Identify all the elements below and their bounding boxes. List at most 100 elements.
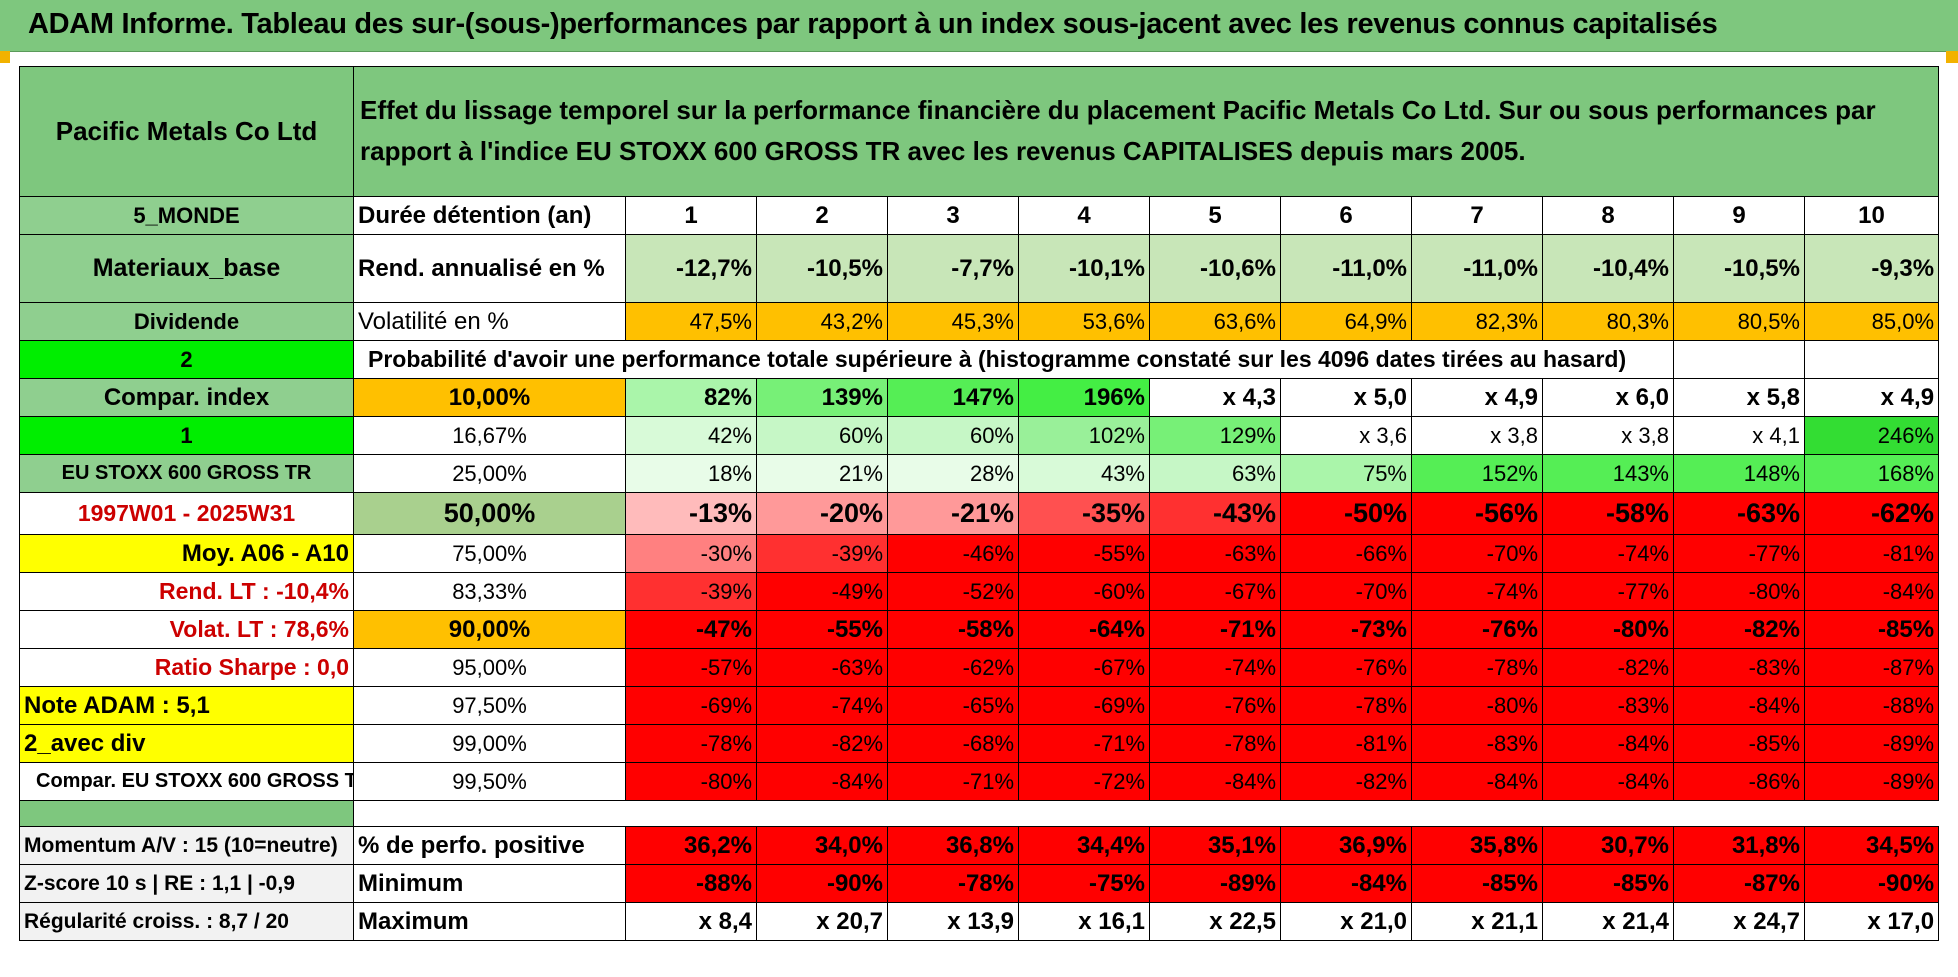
probability-row: Ratio Sharpe : 0,0 95,00% -57% -63% -62% -67%… bbox=[19, 648, 1940, 687]
stat-cell: -88% bbox=[625, 864, 757, 903]
probability-cell: 148% bbox=[1673, 454, 1805, 493]
stat-cell: -75% bbox=[1018, 864, 1150, 903]
duree-label: Durée détention (an) bbox=[353, 196, 626, 235]
rend-cell: -10,4% bbox=[1542, 234, 1674, 303]
probability-cell: -84% bbox=[1542, 724, 1674, 763]
threshold-cell: 50,00% bbox=[353, 492, 626, 535]
dividend-label: Dividende bbox=[19, 302, 354, 341]
year-header: 8 bbox=[1542, 196, 1674, 235]
report-description: Effet du lissage temporel sur la perform… bbox=[352, 66, 1940, 197]
rend-lt-label: Rend. LT : -10,4% bbox=[19, 572, 354, 611]
probability-cell: 63% bbox=[1149, 454, 1281, 493]
probability-cell: -74% bbox=[756, 686, 888, 725]
probability-cell: 139% bbox=[756, 378, 888, 417]
threshold-cell: 97,50% bbox=[353, 686, 626, 725]
probability-cell: 147% bbox=[887, 378, 1019, 417]
region-label: 5_MONDE bbox=[19, 196, 354, 235]
threshold-cell: 83,33% bbox=[353, 572, 626, 611]
probability-row: 2_avec div 99,00% -78% -82% -68% -71% -78% -81%… bbox=[19, 724, 1940, 763]
stat-label: Maximum bbox=[353, 902, 626, 941]
probability-cell: -69% bbox=[625, 686, 757, 725]
stat-cell: 30,7% bbox=[1542, 826, 1674, 865]
probability-cell: -69% bbox=[1018, 686, 1150, 725]
probability-cell: 21% bbox=[756, 454, 888, 493]
threshold-cell: 95,00% bbox=[353, 648, 626, 687]
vol-cell: 63,6% bbox=[1149, 302, 1281, 341]
value-1: 1 bbox=[19, 416, 354, 455]
metric-label: Régularité croiss. : 8,7 / 20 bbox=[19, 902, 354, 941]
probability-cell: -63% bbox=[1149, 534, 1281, 573]
probability-cell: x 4,9 bbox=[1411, 378, 1543, 417]
probability-cell: -39% bbox=[756, 534, 888, 573]
probability-cell: -84% bbox=[1803, 572, 1940, 611]
probability-cell: -74% bbox=[1542, 534, 1674, 573]
year-header: 10 bbox=[1803, 196, 1940, 235]
report-title-bar: ADAM Informe. Tableau des sur-(sous-)per… bbox=[0, 0, 1958, 52]
threshold-cell: 25,00% bbox=[353, 454, 626, 493]
probability-cell: -74% bbox=[1411, 572, 1543, 611]
probability-cell: -89% bbox=[1803, 762, 1940, 801]
index-name: EU STOXX 600 GROSS TR bbox=[19, 454, 354, 493]
probability-cell: x 4,3 bbox=[1149, 378, 1281, 417]
volat-lt-label: Volat. LT : 78,6% bbox=[19, 610, 354, 649]
probability-cell: -62% bbox=[1803, 492, 1940, 535]
probability-cell: -78% bbox=[1280, 686, 1412, 725]
stat-cell: -78% bbox=[887, 864, 1019, 903]
probability-cell: -70% bbox=[1280, 572, 1412, 611]
spacer bbox=[354, 801, 1939, 827]
probability-cell: -83% bbox=[1542, 686, 1674, 725]
probability-cell: -47% bbox=[625, 610, 757, 649]
stat-cell: x 21,0 bbox=[1280, 902, 1412, 941]
stat-cell: x 20,7 bbox=[756, 902, 888, 941]
empty-cell bbox=[1803, 340, 1940, 379]
probability-cell: 168% bbox=[1803, 454, 1940, 493]
stat-cell: x 21,4 bbox=[1542, 902, 1674, 941]
compar-full-label: Compar. EU STOXX 600 GROSS TR bbox=[19, 762, 354, 801]
sector-label: Materiaux_base bbox=[19, 234, 354, 303]
probability-cell: 246% bbox=[1803, 416, 1940, 455]
moy-label: Moy. A06 - A10 bbox=[19, 534, 354, 573]
probability-cell: -71% bbox=[1018, 724, 1150, 763]
probability-cell: 82% bbox=[625, 378, 757, 417]
probability-cell: -71% bbox=[887, 762, 1019, 801]
probability-cell: -80% bbox=[1411, 686, 1543, 725]
probability-cell: x 4,1 bbox=[1673, 416, 1805, 455]
stat-cell: -89% bbox=[1149, 864, 1281, 903]
vol-label: Volatilité en % bbox=[353, 302, 626, 341]
spacer bbox=[19, 800, 354, 827]
rend-cell: -10,5% bbox=[756, 234, 888, 303]
vol-cell: 80,5% bbox=[1673, 302, 1805, 341]
corner-marker-left bbox=[0, 51, 10, 63]
threshold-cell: 75,00% bbox=[353, 534, 626, 573]
report-title: ADAM Informe. Tableau des sur-(sous-)per… bbox=[28, 8, 1718, 40]
probability-cell: x 3,8 bbox=[1411, 416, 1543, 455]
probability-cell: -63% bbox=[1673, 492, 1805, 535]
probability-cell: -76% bbox=[1149, 686, 1281, 725]
probability-cell: -80% bbox=[1673, 572, 1805, 611]
probability-cell: -58% bbox=[1542, 492, 1674, 535]
metric-label: Z-score 10 s | RE : 1,1 | -0,9 bbox=[19, 864, 354, 903]
compar-index-label: Compar. index bbox=[19, 378, 354, 417]
probability-cell: -72% bbox=[1018, 762, 1150, 801]
probability-cell: -80% bbox=[1542, 610, 1674, 649]
probability-cell: 152% bbox=[1411, 454, 1543, 493]
probability-cell: -88% bbox=[1803, 686, 1940, 725]
probability-cell: x 5,0 bbox=[1280, 378, 1412, 417]
probability-cell: 196% bbox=[1018, 378, 1150, 417]
period-label: 1997W01 - 2025W31 bbox=[19, 492, 354, 535]
note-adam: Note ADAM : 5,1 bbox=[19, 686, 354, 725]
stat-cell: -85% bbox=[1542, 864, 1674, 903]
probability-cell: -81% bbox=[1280, 724, 1412, 763]
stat-cell: 36,2% bbox=[625, 826, 757, 865]
threshold-cell: 16,67% bbox=[353, 416, 626, 455]
vol-cell: 82,3% bbox=[1411, 302, 1543, 341]
stat-cell: x 17,0 bbox=[1803, 902, 1940, 941]
probability-cell: -84% bbox=[1673, 686, 1805, 725]
probability-cell: -57% bbox=[625, 648, 757, 687]
probability-cell: -70% bbox=[1411, 534, 1543, 573]
probability-cell: -73% bbox=[1280, 610, 1412, 649]
probability-row: Volat. LT : 78,6% 90,00% -47% -55% -58% -64% -… bbox=[19, 610, 1940, 649]
probability-cell: -83% bbox=[1411, 724, 1543, 763]
probability-cell: -84% bbox=[1411, 762, 1543, 801]
stat-cell: 34,4% bbox=[1018, 826, 1150, 865]
